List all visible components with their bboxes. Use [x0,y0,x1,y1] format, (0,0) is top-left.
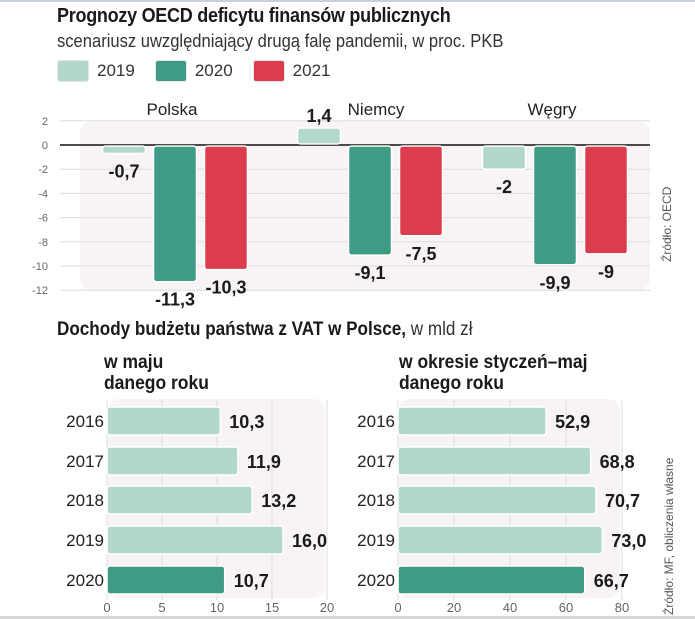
bar-2021 [398,145,444,237]
data-label: 66,7 [594,571,629,591]
year-label: 2016 [357,412,395,431]
bar-2016 [397,406,547,436]
data-label: -10,3 [205,278,246,298]
data-label: -9 [598,262,614,282]
chart-subtitle: scenariusz uwzględniający drugą falę pan… [57,31,504,51]
y-tick-label: -6 [38,213,48,225]
bar-2019 [106,525,284,555]
bar-2018 [397,485,597,515]
legend-item-2019: 2019 [57,60,135,82]
year-label: 2020 [66,571,104,590]
section2-title: Dochody budżetu państwa z VAT w Polsce, … [57,319,473,341]
legend-label: 2019 [97,61,135,80]
bar-2019 [481,145,527,170]
bar-2018 [106,485,253,515]
bar-2020 [532,145,578,266]
category-label: Niemcy [348,100,405,119]
x-tick-label: 15 [265,600,279,615]
bar-2021 [203,145,249,271]
legend-label: 2020 [194,61,233,80]
year-label: 2019 [357,531,395,550]
data-label: 70,7 [605,491,640,511]
year-label: 2016 [66,412,104,431]
data-label: 1,4 [306,106,331,126]
section2-title-bold: Dochody budżetu państwa z VAT w Polsce, [57,319,407,340]
y-tick-label: -2 [38,164,48,176]
y-tick-label: -4 [38,188,48,200]
bar-2019 [397,525,604,555]
year-label: 2018 [66,491,104,510]
legend-swatch-2019 [57,60,89,82]
x-tick-label: 0 [103,600,110,615]
left-sub-line2: danego roku [104,373,209,394]
left-sub-line1: w maju [104,352,164,373]
data-label: 10,7 [234,571,269,591]
bar-2019 [296,127,342,145]
legend-item-2020: 2020 [154,60,233,82]
category-label: Węgry [527,100,577,119]
x-tick-label: 80 [615,600,629,615]
data-label: 13,2 [261,491,296,511]
data-label: 68,8 [600,452,635,472]
bar-2016 [106,406,222,436]
y-tick-label: 2 [42,116,48,128]
data-label: -7,5 [405,244,436,264]
x-tick-label: 20 [447,600,461,615]
legend: 2019 2020 2021 [57,60,350,82]
bar-2020 [347,145,393,256]
data-label: -0,7 [108,161,139,181]
y-tick-label: 0 [42,140,48,152]
bar-2020 [106,565,226,595]
x-tick-label: 20 [320,600,334,615]
year-label: 2017 [66,452,104,471]
legend-item-2021: 2021 [252,60,331,82]
chart-title: Prognozy OECD deficytu finansów publiczn… [57,5,451,27]
data-label: -9,9 [539,273,570,293]
section2-title-unit: w mld zł [406,319,473,340]
x-tick-label: 40 [503,600,517,615]
data-label: 11,9 [247,452,281,472]
legend-swatch-2020 [154,60,187,82]
legend-swatch-2021 [252,60,285,82]
data-label: 16,0 [292,531,327,551]
x-tick-label: 5 [158,600,165,615]
category-label: Polska [146,100,198,119]
bar-2021 [583,145,629,255]
y-tick-label: -8 [38,237,48,249]
bar-2020 [152,145,198,283]
data-label: 73,0 [611,531,646,551]
data-label: 52,9 [555,412,590,432]
bar-2017 [106,446,239,476]
data-label: 10,3 [229,412,264,432]
top-border [0,0,695,2]
bar-2019 [101,145,147,155]
x-tick-label: 0 [394,600,401,615]
year-label: 2019 [66,531,104,550]
legend-label: 2021 [292,61,331,80]
x-tick-label: 60 [559,600,573,615]
right-sub-line2: danego roku [399,373,504,394]
right-chart-subtitle: w okresie styczeń–maj danego roku [399,352,587,394]
bar-2020 [397,565,586,595]
year-label: 2017 [357,452,395,471]
year-label: 2018 [357,491,395,510]
data-label: -9,1 [354,263,385,283]
right-sub-line1: w okresie styczeń–maj [399,352,588,373]
bottom-border [0,616,695,619]
x-tick-label: 10 [210,600,224,615]
y-tick-label: -10 [32,261,48,273]
left-chart-subtitle: w maju danego roku [104,352,209,394]
y-tick-label: -12 [32,285,48,297]
data-label: -11,3 [155,290,195,310]
bar-2017 [397,446,592,476]
year-label: 2020 [357,571,395,590]
data-label: -2 [496,177,512,197]
